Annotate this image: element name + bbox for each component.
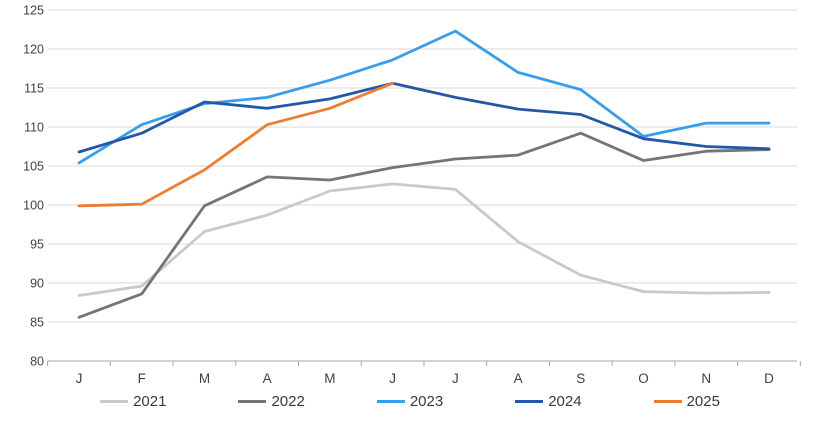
x-tick-label-9: O (638, 371, 649, 386)
x-tick-label-1: F (138, 371, 146, 386)
y-tick-label-115: 115 (24, 82, 44, 96)
gridlines (47, 9, 797, 323)
x-tick-label-10: N (701, 371, 711, 386)
y-tick-label-100: 100 (23, 199, 44, 213)
legend: 2021 2022 2023 2024 2025 (0, 388, 820, 414)
legend-item-2024: 2024 (515, 392, 582, 410)
y-tick-label-105: 105 (23, 160, 44, 174)
series-lines (77, 29, 771, 319)
legend-label-2022: 2022 (271, 392, 305, 410)
legend-label-2023: 2023 (409, 392, 444, 410)
y-tick-label-125: 125 (23, 4, 44, 18)
series-line-2021 (77, 182, 771, 297)
series-line-2025 (77, 81, 395, 208)
series-line-2022 (77, 131, 771, 319)
legend-item-2022: 2022 (238, 392, 305, 410)
x-tick-label-6: J (452, 371, 459, 386)
series-line-2024 (77, 81, 771, 154)
legend-item-2021: 2021 (100, 393, 166, 410)
y-tick-label-90: 90 (30, 277, 44, 291)
legend-label-2024: 2024 (548, 392, 582, 410)
legend-item-2025: 2025 (653, 392, 720, 410)
legend-swatch-2024 (515, 399, 544, 403)
legend-item-2023: 2023 (376, 392, 444, 410)
x-tick-label-11: D (764, 371, 774, 386)
legend-swatch-2023 (376, 399, 405, 403)
y-tick-label-110: 110 (24, 121, 44, 135)
legend-label-2021: 2021 (133, 392, 167, 410)
x-tick-label-0: J (76, 371, 83, 386)
y-tick-label-95: 95 (30, 238, 44, 252)
y-tick-label-80: 80 (30, 355, 44, 369)
x-tick-label-4: M (324, 371, 335, 386)
legend-swatch-2022 (238, 399, 267, 403)
x-tick-label-8: S (576, 371, 585, 386)
x-tick-label-5: J (389, 371, 396, 386)
series-line-2023 (77, 29, 771, 165)
y-axis-labels: 80 85 90 95 100 105 110 115 120 125 (23, 4, 44, 369)
legend-swatch-2021 (100, 399, 129, 403)
x-tick-label-2: M (199, 371, 210, 386)
y-tick-label-120: 120 (23, 43, 44, 57)
legend-label-2025: 2025 (686, 392, 720, 410)
y-tick-label-85: 85 (30, 316, 44, 330)
x-tick-label-7: A (514, 371, 523, 386)
x-tick-label-3: A (263, 371, 272, 386)
x-axis (47, 360, 801, 366)
legend-swatch-2025 (653, 399, 682, 403)
